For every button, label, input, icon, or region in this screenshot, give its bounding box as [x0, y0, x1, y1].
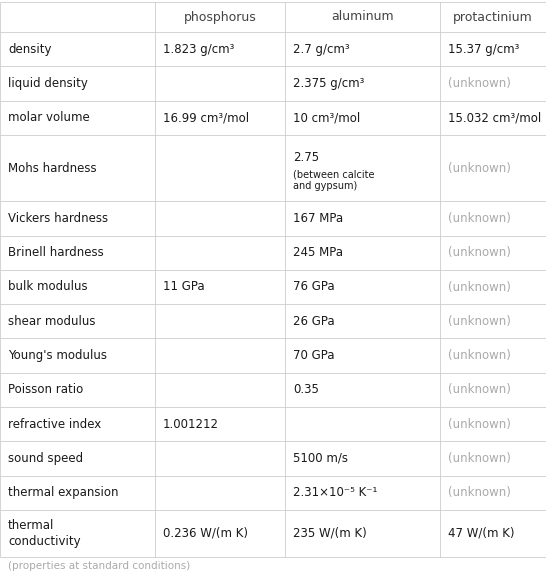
Text: 10 cm³/mol: 10 cm³/mol	[293, 111, 360, 124]
Text: aluminum: aluminum	[331, 10, 394, 24]
Text: Young's modulus: Young's modulus	[8, 349, 107, 362]
Text: 235 W/(m K): 235 W/(m K)	[293, 527, 367, 540]
Text: 167 MPa: 167 MPa	[293, 212, 343, 225]
Text: density: density	[8, 43, 51, 56]
Text: 70 GPa: 70 GPa	[293, 349, 335, 362]
Text: 0.35: 0.35	[293, 383, 319, 397]
Text: 2.31×10⁻⁵ K⁻¹: 2.31×10⁻⁵ K⁻¹	[293, 486, 377, 499]
Text: (unknown): (unknown)	[448, 280, 511, 294]
Text: 245 MPa: 245 MPa	[293, 246, 343, 259]
Text: 15.032 cm³/mol: 15.032 cm³/mol	[448, 111, 541, 124]
Text: shear modulus: shear modulus	[8, 315, 96, 328]
Text: thermal
conductivity: thermal conductivity	[8, 519, 81, 548]
Text: Vickers hardness: Vickers hardness	[8, 212, 108, 225]
Text: phosphorus: phosphorus	[183, 10, 257, 24]
Text: liquid density: liquid density	[8, 77, 88, 90]
Text: 2.375 g/cm³: 2.375 g/cm³	[293, 77, 364, 90]
Text: Poisson ratio: Poisson ratio	[8, 383, 83, 397]
Text: 47 W/(m K): 47 W/(m K)	[448, 527, 514, 540]
Text: 2.7 g/cm³: 2.7 g/cm³	[293, 43, 349, 56]
Text: 0.236 W/(m K): 0.236 W/(m K)	[163, 527, 248, 540]
Text: (properties at standard conditions): (properties at standard conditions)	[8, 561, 190, 571]
Text: (unknown): (unknown)	[448, 315, 511, 328]
Text: (between calcite
and gypsum): (between calcite and gypsum)	[293, 170, 375, 191]
Text: (unknown): (unknown)	[448, 383, 511, 397]
Text: protactinium: protactinium	[453, 10, 533, 24]
Text: (unknown): (unknown)	[448, 162, 511, 175]
Text: (unknown): (unknown)	[448, 349, 511, 362]
Text: (unknown): (unknown)	[448, 486, 511, 499]
Text: 1.001212: 1.001212	[163, 417, 219, 431]
Text: molar volume: molar volume	[8, 111, 90, 124]
Text: (unknown): (unknown)	[448, 452, 511, 465]
Text: bulk modulus: bulk modulus	[8, 280, 87, 294]
Text: (unknown): (unknown)	[448, 246, 511, 259]
Text: (unknown): (unknown)	[448, 212, 511, 225]
Text: 16.99 cm³/mol: 16.99 cm³/mol	[163, 111, 249, 124]
Text: sound speed: sound speed	[8, 452, 83, 465]
Text: (unknown): (unknown)	[448, 417, 511, 431]
Text: 26 GPa: 26 GPa	[293, 315, 335, 328]
Text: refractive index: refractive index	[8, 417, 101, 431]
Text: Mohs hardness: Mohs hardness	[8, 162, 97, 175]
Text: 15.37 g/cm³: 15.37 g/cm³	[448, 43, 519, 56]
Text: thermal expansion: thermal expansion	[8, 486, 118, 499]
Text: 2.75: 2.75	[293, 152, 319, 164]
Text: 11 GPa: 11 GPa	[163, 280, 205, 294]
Text: 5100 m/s: 5100 m/s	[293, 452, 348, 465]
Text: Brinell hardness: Brinell hardness	[8, 246, 104, 259]
Text: (unknown): (unknown)	[448, 77, 511, 90]
Text: 76 GPa: 76 GPa	[293, 280, 335, 294]
Text: 1.823 g/cm³: 1.823 g/cm³	[163, 43, 234, 56]
